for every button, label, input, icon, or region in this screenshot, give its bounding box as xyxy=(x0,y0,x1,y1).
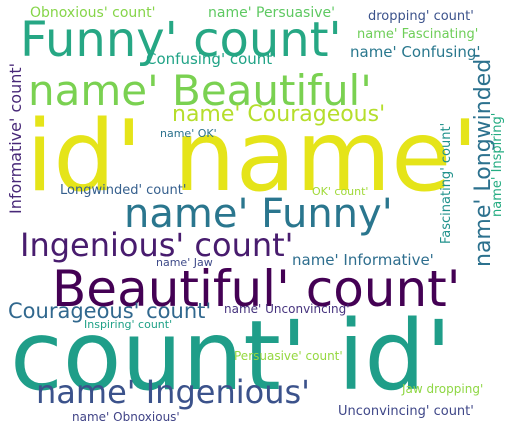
word-name-unconvincing: name' Unconvincing' xyxy=(224,302,350,316)
word-confusing-count: Confusing' count' xyxy=(146,50,277,68)
word-beautiful-count: Beautiful' count' xyxy=(52,260,461,318)
word-courageous-count: Courageous' count' xyxy=(8,299,212,323)
word-name-funny: name' Funny' xyxy=(124,191,393,237)
word-name-fascinating: name' Fascinating' xyxy=(357,27,479,42)
word-funny-count: Funny' count' xyxy=(20,12,342,68)
word-persuasive-count: Persuasive' count' xyxy=(234,349,343,363)
word-id-name: id' name' xyxy=(26,100,479,214)
word-name-inspiring: name' Inspiring' xyxy=(490,112,505,217)
word-ok-count: OK' count' xyxy=(312,185,369,198)
word-ingenious-count: Ingenious' count' xyxy=(20,226,294,264)
word-fascinating-count: Fascinating' count' xyxy=(439,122,454,244)
word-name-ok: name' OK' xyxy=(160,127,217,140)
word-name-beautiful: name' Beautiful' xyxy=(28,66,372,115)
word-obnoxious-count: Obnoxious' count' xyxy=(30,5,156,21)
word-name-confusing: name' Confusing' xyxy=(350,43,481,61)
word-name-courageous: name' Courageous' xyxy=(172,102,386,127)
word-name-ingenious: name' Ingenious' xyxy=(36,373,310,411)
word-count-id: count' id' xyxy=(10,300,452,412)
word-informative-count: Informative' count' xyxy=(6,62,25,214)
word-name-persuasive: name' Persuasive' xyxy=(208,5,335,21)
word-name-jaw: name' Jaw xyxy=(156,256,213,269)
word-jaw-dropping: Jaw dropping' xyxy=(402,382,484,396)
word-longwinded-count: Longwinded' count' xyxy=(60,183,187,198)
word-name-obnoxious: name' Obnoxious' xyxy=(72,410,180,424)
word-dropping-count: dropping' count' xyxy=(368,9,474,24)
word-inspiring-count: Inspiring' count' xyxy=(84,318,173,331)
word-name-informative: name' Informative' xyxy=(292,251,434,269)
word-unconvincing-count: Unconvincing' count' xyxy=(338,404,474,419)
